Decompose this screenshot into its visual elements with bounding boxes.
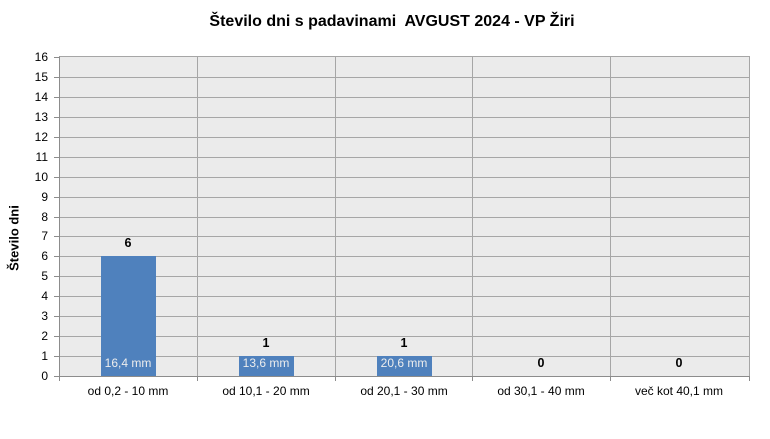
y-tick-label: 14 (34, 90, 48, 104)
y-tick-mark (54, 77, 59, 78)
y-tick-label: 8 (41, 210, 48, 224)
h-gridline (60, 276, 749, 277)
chart-title: Število dni s padavinami AVGUST 2024 - V… (209, 13, 575, 30)
h-gridline (60, 197, 749, 198)
h-gridline (60, 296, 749, 297)
h-gridline (60, 137, 749, 138)
h-gridline (60, 236, 749, 237)
bar-od-20-1-30-mm (377, 356, 432, 376)
y-tick-mark (54, 117, 59, 118)
y-tick-label: 6 (41, 249, 48, 263)
h-gridline (60, 336, 749, 337)
h-gridline (60, 97, 749, 98)
y-tick-mark (54, 217, 59, 218)
y-tick-mark (54, 356, 59, 357)
x-tick-mark (197, 376, 198, 381)
y-tick-mark (54, 137, 59, 138)
y-tick-label: 0 (41, 369, 48, 383)
bar-mm-label: 13,6 mm (242, 356, 290, 370)
y-tick-mark (54, 376, 59, 377)
bar-mm-label: 20,6 mm (380, 356, 428, 370)
bar-od-10-1-20-mm (239, 356, 294, 376)
x-tick-mark (59, 376, 60, 381)
y-tick-mark (54, 157, 59, 158)
y-tick-label: 7 (41, 229, 48, 243)
x-tick-mark (610, 376, 611, 381)
y-tick-label: 12 (34, 130, 48, 144)
h-gridline (60, 177, 749, 178)
h-gridline (60, 117, 749, 118)
y-tick-mark (54, 256, 59, 257)
y-tick-mark (54, 296, 59, 297)
bar-value-label: 0 (675, 356, 683, 370)
y-tick-label: 3 (41, 309, 48, 323)
y-tick-label: 15 (34, 70, 48, 84)
x-tick-mark (472, 376, 473, 381)
y-tick-mark (54, 97, 59, 98)
x-category-label: od 0,2 - 10 mm (87, 384, 169, 398)
x-tick-mark (749, 376, 750, 381)
v-gridline (610, 57, 611, 376)
plot-area (59, 56, 750, 377)
x-tick-mark (335, 376, 336, 381)
y-tick-label: 16 (34, 50, 48, 64)
x-category-label: od 20,1 - 30 mm (360, 384, 448, 398)
x-category-label: od 10,1 - 20 mm (222, 384, 310, 398)
y-tick-label: 13 (34, 110, 48, 124)
y-tick-mark (54, 316, 59, 317)
y-tick-label: 9 (41, 190, 48, 204)
y-tick-mark (54, 336, 59, 337)
h-gridline (60, 157, 749, 158)
bar-mm-label: 16,4 mm (104, 356, 152, 370)
y-tick-label: 4 (41, 289, 48, 303)
y-tick-label: 10 (34, 170, 48, 184)
v-gridline (472, 57, 473, 376)
y-tick-mark (54, 177, 59, 178)
y-tick-mark (54, 236, 59, 237)
bar-value-label: 1 (262, 336, 270, 350)
x-category-label: več kot 40,1 mm (634, 384, 724, 398)
y-tick-mark (54, 276, 59, 277)
y-tick-label: 2 (41, 329, 48, 343)
v-gridline (197, 57, 198, 376)
bar-value-label: 0 (537, 356, 545, 370)
y-tick-label: 11 (35, 150, 48, 164)
v-gridline (335, 57, 336, 376)
h-gridline (60, 256, 749, 257)
h-gridline (60, 77, 749, 78)
h-gridline (60, 217, 749, 218)
y-tick-mark (54, 197, 59, 198)
bar-od-0-2-10-mm (101, 256, 156, 376)
y-tick-mark (54, 57, 59, 58)
x-category-label: od 30,1 - 40 mm (497, 384, 585, 398)
bar-value-label: 6 (124, 236, 132, 250)
y-tick-label: 1 (41, 349, 48, 363)
bar-value-label: 1 (400, 336, 408, 350)
y-tick-label: 5 (41, 269, 48, 283)
h-gridline (60, 316, 749, 317)
